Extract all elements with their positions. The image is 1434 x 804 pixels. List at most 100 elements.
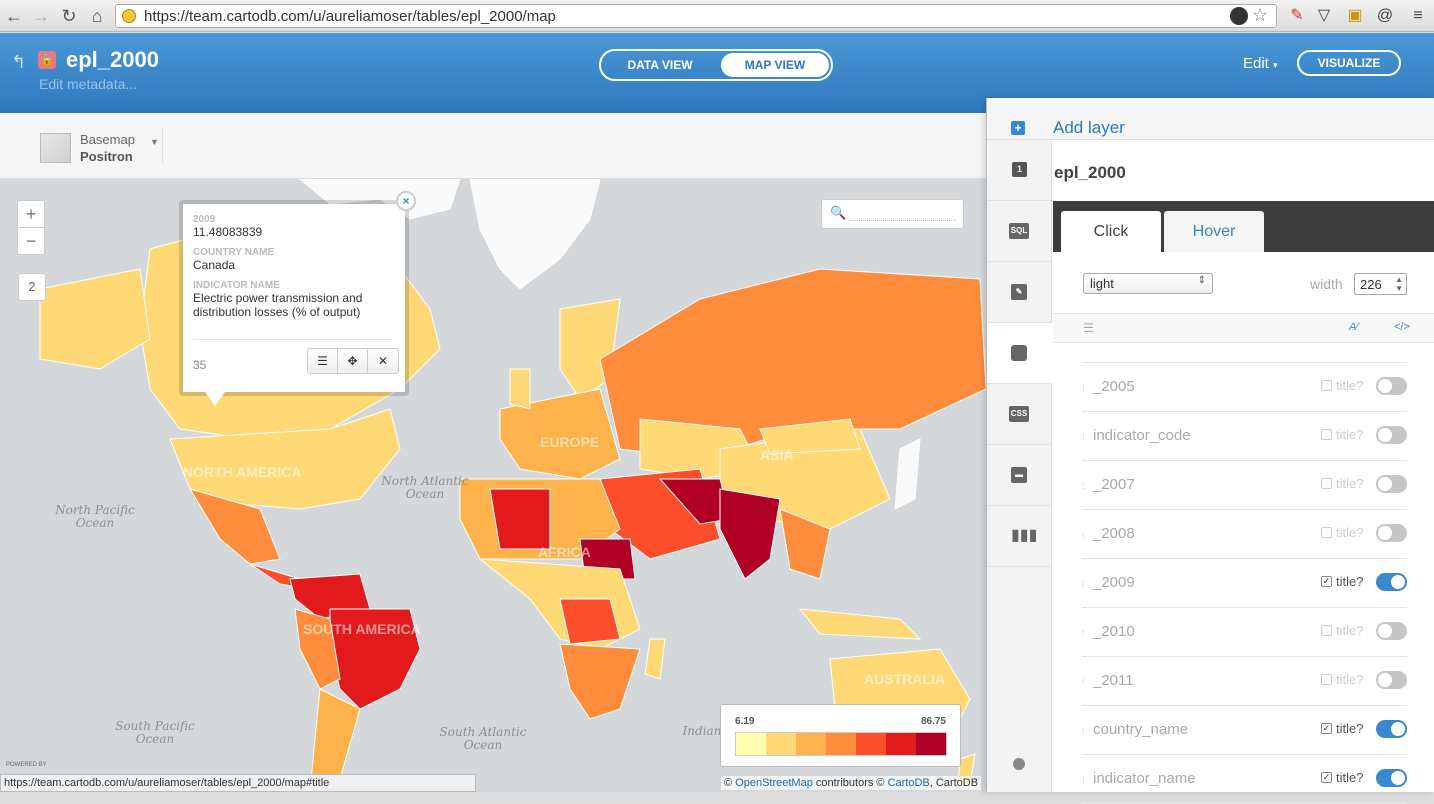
edit-menu[interactable]: Edit ▾ — [1243, 55, 1278, 72]
zoom-in-button[interactable]: + — [17, 200, 45, 228]
title-label: title? — [1336, 427, 1364, 442]
popup-toolbar: ☰ ✥ ✕ — [307, 348, 399, 374]
field-row[interactable]: ⁞ _2008 title? — [1082, 510, 1407, 559]
title-checkbox[interactable] — [1321, 527, 1332, 538]
eyedropper-icon[interactable]: ✎ — [1290, 7, 1304, 24]
sidebar-item-wizard[interactable]: ✎ — [987, 262, 1052, 323]
legend-swatch — [826, 733, 856, 755]
drag-handle-icon[interactable]: ⁞ — [1082, 432, 1085, 442]
sidebar-item-layer[interactable]: 1 — [987, 140, 1052, 201]
pocket-icon[interactable]: ▽ — [1317, 7, 1331, 24]
sidebar-item-infowindow[interactable] — [987, 323, 1052, 384]
menu-icon[interactable]: ≡ — [1413, 7, 1423, 24]
basemap-caret-icon[interactable]: ▼ — [150, 137, 159, 147]
sidebar-item-css[interactable]: CSS — [987, 384, 1052, 445]
field-toggle[interactable] — [1376, 524, 1407, 542]
field-toggle[interactable] — [1376, 573, 1407, 591]
forward-icon[interactable]: → — [32, 6, 50, 26]
width-input[interactable]: 226 ▲ ▼ — [1354, 273, 1407, 295]
title-checkbox[interactable] — [1321, 674, 1332, 685]
private-lock-icon[interactable]: 🔒 — [38, 51, 56, 69]
zoom-out-button[interactable]: − — [17, 227, 45, 255]
at-icon[interactable]: @ — [1376, 7, 1394, 24]
tab-hover[interactable]: Hover — [1164, 211, 1264, 252]
reload-icon[interactable]: ↻ — [61, 6, 77, 26]
layer-name[interactable]: epl_2000 — [1054, 163, 1126, 182]
drag-handle-icon[interactable]: ⁞ — [1082, 677, 1085, 687]
popup-value: Electric power transmission and distribu… — [193, 291, 363, 319]
home-icon[interactable]: ⌂ — [91, 6, 103, 26]
width-value: 226 — [1360, 277, 1382, 292]
rename-icon[interactable]: A⁄ — [1349, 321, 1359, 333]
field-list-icon[interactable]: ☰ — [1083, 321, 1094, 335]
field-toggle[interactable] — [1376, 671, 1407, 689]
title-checkbox[interactable] — [1321, 625, 1332, 636]
sidebar-item-sql[interactable]: SQL — [987, 201, 1052, 262]
title-checkbox[interactable] — [1321, 380, 1332, 391]
drag-handle-icon[interactable]: ⁞ — [1082, 579, 1085, 589]
field-row[interactable]: ⁞ _2011 title? — [1082, 657, 1407, 706]
drag-handle-icon[interactable]: ⁞ — [1082, 383, 1085, 393]
tab-click[interactable]: Click — [1061, 211, 1161, 253]
sidebar-item-filters[interactable]: ▮▮▮ — [987, 506, 1052, 567]
field-row[interactable]: ⁞ _2010 title? — [1082, 608, 1407, 657]
field-toggle[interactable] — [1376, 426, 1407, 444]
drag-handle-icon[interactable]: ⁞ — [1082, 481, 1085, 491]
visualize-button[interactable]: VISUALIZE — [1297, 50, 1401, 76]
move-icon[interactable]: ✥ — [338, 349, 368, 373]
drag-handle-icon[interactable]: ⁞ — [1082, 530, 1085, 540]
url-text[interactable]: https://team.cartodb.com/u/aureliamoser/… — [144, 8, 556, 25]
osm-link[interactable]: OpenStreetMap — [735, 777, 813, 789]
drag-handle-icon[interactable]: ⁞ — [1082, 628, 1085, 638]
title-checkbox[interactable] — [1321, 429, 1332, 440]
data-view-tab[interactable]: DATA VIEW — [627, 58, 693, 72]
sidebar-item-legend[interactable]: ▬ — [987, 445, 1052, 506]
layer-number-icon: 1 — [1012, 162, 1027, 177]
code-icon[interactable]: </> — [1394, 321, 1410, 333]
extension-icon[interactable] — [1230, 7, 1248, 25]
add-layer-label[interactable]: Add layer — [1053, 118, 1125, 137]
field-toggle[interactable] — [1376, 377, 1407, 395]
edit-metadata-link[interactable]: Edit metadata... — [39, 76, 138, 92]
delete-icon[interactable]: ✕ — [377, 354, 389, 368]
layer-count-button[interactable]: 2 — [18, 273, 46, 301]
field-row[interactable]: ⁞ _2005 title? — [1082, 363, 1407, 412]
field-row[interactable]: ⁞ indicator_name ✓ title? — [1082, 755, 1407, 804]
list-icon[interactable]: ☰ — [308, 349, 338, 373]
cartodb-link[interactable]: CartoDB — [887, 777, 930, 789]
drag-handle-icon[interactable]: ⁞ — [1082, 726, 1085, 736]
field-row[interactable]: ⁞ country_name ✓ title? — [1082, 706, 1407, 755]
bookmark-ext-icon[interactable]: ▣ — [1347, 7, 1363, 24]
theme-select[interactable]: light ⇕ — [1083, 273, 1213, 294]
field-name: _2007 — [1093, 476, 1135, 493]
star-icon[interactable]: ☆ — [1252, 5, 1269, 25]
map-canvas[interactable]: North Pacific Ocean North Atlantic Ocean… — [0, 179, 986, 792]
map-search-input[interactable]: 🔍 — [821, 199, 964, 229]
field-toggle[interactable] — [1376, 622, 1407, 640]
toggle-knob — [1391, 575, 1405, 589]
title-checkbox[interactable] — [1321, 478, 1332, 489]
field-row[interactable]: ⁞ _2009 ✓ title? — [1082, 559, 1407, 608]
field-toggle[interactable] — [1376, 769, 1407, 787]
field-row[interactable]: ⁞ indicator_code title? — [1082, 412, 1407, 461]
view-toggle: DATA VIEW MAP VIEW — [599, 49, 833, 81]
field-toggle[interactable] — [1376, 475, 1407, 493]
back-icon[interactable]: ← — [5, 6, 23, 26]
title-checkbox[interactable]: ✓ — [1321, 576, 1332, 587]
field-toggle[interactable] — [1376, 720, 1407, 738]
map-view-tab[interactable]: MAP VIEW — [721, 53, 829, 77]
address-bar[interactable]: https://team.cartodb.com/u/aureliamoser/… — [115, 4, 1277, 28]
title-checkbox[interactable]: ✓ — [1321, 772, 1332, 783]
lightbulb-icon[interactable] — [1013, 758, 1025, 770]
basemap-thumbnail[interactable] — [40, 133, 71, 163]
stepper-icon[interactable]: ▲ ▼ — [1395, 275, 1403, 293]
back-arrow-icon[interactable]: ↰ — [11, 52, 27, 72]
drag-handle-icon[interactable]: ⁞ — [1082, 775, 1085, 785]
field-row[interactable]: ⁞ _2007 title? — [1082, 461, 1407, 510]
table-title[interactable]: epl_2000 — [66, 47, 159, 72]
basemap-value[interactable]: Positron — [80, 149, 133, 164]
country-alaska — [39, 268, 151, 370]
title-checkbox[interactable]: ✓ — [1321, 723, 1332, 734]
popup-close-icon[interactable]: × — [396, 191, 416, 211]
add-layer-row[interactable]: + Add layer — [987, 98, 1434, 140]
